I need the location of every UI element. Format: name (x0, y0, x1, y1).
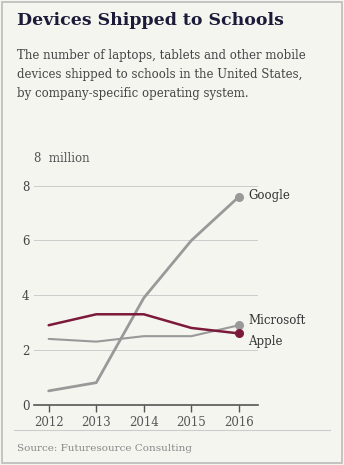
Text: Microsoft: Microsoft (248, 314, 306, 327)
Text: 8  million: 8 million (34, 152, 90, 165)
Text: Apple: Apple (248, 335, 283, 348)
Text: Source: Futuresource Consulting: Source: Futuresource Consulting (17, 445, 192, 453)
Text: Google: Google (248, 189, 290, 202)
Text: The number of laptops, tablets and other mobile
devices shipped to schools in th: The number of laptops, tablets and other… (17, 49, 306, 100)
Text: Devices Shipped to Schools: Devices Shipped to Schools (17, 12, 284, 29)
